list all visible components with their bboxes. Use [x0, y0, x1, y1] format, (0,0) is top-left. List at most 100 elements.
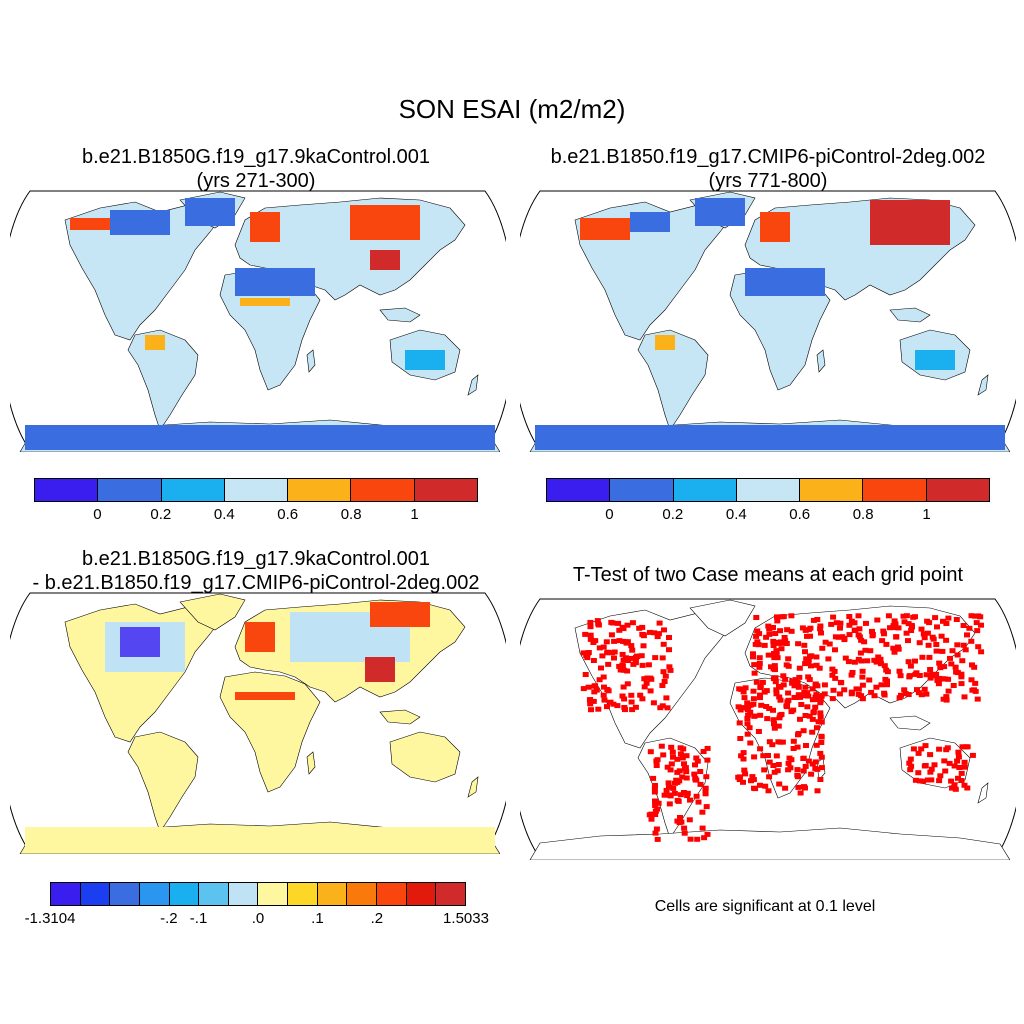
significant-cell: [660, 752, 667, 758]
significant-cell: [757, 712, 764, 718]
significant-cell: [825, 656, 832, 662]
significant-cell: [804, 704, 811, 710]
significant-cell: [766, 759, 773, 765]
significant-cell: [751, 670, 758, 676]
significant-cell: [776, 781, 783, 787]
significant-cell: [978, 622, 984, 628]
significant-cell: [855, 691, 862, 697]
colorbar-swatch: [288, 883, 318, 905]
significant-cell: [633, 653, 640, 659]
significant-cell: [764, 716, 771, 722]
significant-cell: [916, 640, 923, 646]
significant-cell: [916, 673, 923, 678]
significant-cell: [859, 674, 866, 680]
significant-cell: [924, 630, 931, 636]
significant-cell: [933, 648, 940, 654]
significant-cell: [777, 712, 784, 718]
significant-cell: [676, 778, 683, 784]
significant-cell: [632, 704, 639, 710]
colorbar-tick-label: 0.2: [662, 506, 684, 523]
significant-cell: [960, 642, 967, 648]
significant-cell: [587, 636, 594, 642]
significant-cell: [936, 675, 943, 681]
significant-cell: [966, 625, 973, 631]
significant-cell: [745, 712, 752, 718]
significant-cell: [873, 659, 880, 665]
significant-cell: [616, 663, 623, 669]
colorbar-swatch: [317, 883, 348, 905]
significant-cell: [817, 777, 824, 782]
significant-cell: [788, 613, 795, 619]
significant-cell: [846, 622, 853, 628]
colorbar-tick-label: .0: [251, 910, 265, 927]
significant-cell: [926, 620, 933, 626]
significant-cell: [919, 654, 926, 660]
significant-cell: [763, 704, 770, 709]
significant-cell: [964, 632, 970, 638]
significant-cell: [644, 675, 651, 681]
significant-cell: [766, 739, 773, 745]
significant-cell: [772, 679, 779, 685]
significant-cell: [669, 749, 676, 755]
significant-cell: [703, 774, 710, 780]
significant-cell: [910, 746, 917, 752]
significant-cell: [682, 765, 689, 771]
significant-cell: [933, 671, 940, 677]
significant-cell: [625, 658, 632, 663]
significant-cell: [796, 674, 803, 680]
significant-cell: [608, 632, 615, 638]
significant-cell: [784, 699, 791, 705]
significant-cell: [761, 689, 768, 695]
significant-cell: [958, 770, 965, 776]
significant-cell: [751, 662, 758, 668]
panel1-subtitle: (yrs 271-300): [196, 170, 316, 192]
significant-cell: [680, 790, 687, 795]
colorbar-tick-label: -.2: [160, 910, 178, 927]
significant-cell: [813, 662, 820, 668]
significant-cell: [821, 691, 828, 697]
significant-cell: [757, 695, 763, 701]
significant-cell: [818, 765, 825, 771]
significant-cell: [890, 645, 897, 651]
significant-cell: [835, 634, 842, 640]
significant-cell: [686, 817, 693, 823]
significant-cell: [837, 620, 844, 626]
significant-cell: [841, 636, 848, 641]
significant-cell: [797, 694, 804, 700]
significant-cell: [881, 692, 888, 698]
significant-cell: [859, 696, 866, 702]
significant-cell: [855, 686, 862, 692]
significant-cell: [639, 662, 646, 668]
significant-cell: [921, 635, 928, 641]
significant-cell: [744, 731, 751, 737]
significant-cell: [677, 815, 683, 820]
significant-cell: [776, 684, 782, 689]
significant-cell: [757, 782, 763, 788]
significant-cell: [605, 661, 612, 667]
significant-cell: [700, 749, 707, 754]
significant-cell: [681, 761, 687, 767]
significant-cell: [659, 655, 666, 661]
significant-cell: [742, 771, 749, 777]
significant-cell: [664, 705, 671, 711]
colorbar-swatch: [139, 883, 170, 905]
significant-cell: [783, 641, 790, 646]
main-title: SON ESAI (m2/m2): [398, 94, 626, 124]
significant-cell: [959, 658, 966, 664]
significant-cell: [969, 687, 976, 693]
significant-cell: [898, 692, 904, 698]
significant-cell: [859, 682, 866, 688]
significant-cell: [741, 767, 748, 773]
significant-cell: [614, 703, 621, 709]
significant-cell: [651, 789, 658, 795]
significant-cell: [771, 721, 777, 727]
significant-cell: [893, 634, 900, 640]
colorbar-swatch: [110, 883, 140, 905]
significant-cell: [950, 683, 957, 688]
significant-cell: [668, 761, 675, 767]
significance-note: Cells are significant at 0.1 level: [654, 898, 876, 915]
significant-cell: [800, 728, 807, 734]
significant-cell: [769, 742, 776, 748]
significant-cell: [936, 778, 943, 784]
significant-cell: [930, 636, 937, 642]
